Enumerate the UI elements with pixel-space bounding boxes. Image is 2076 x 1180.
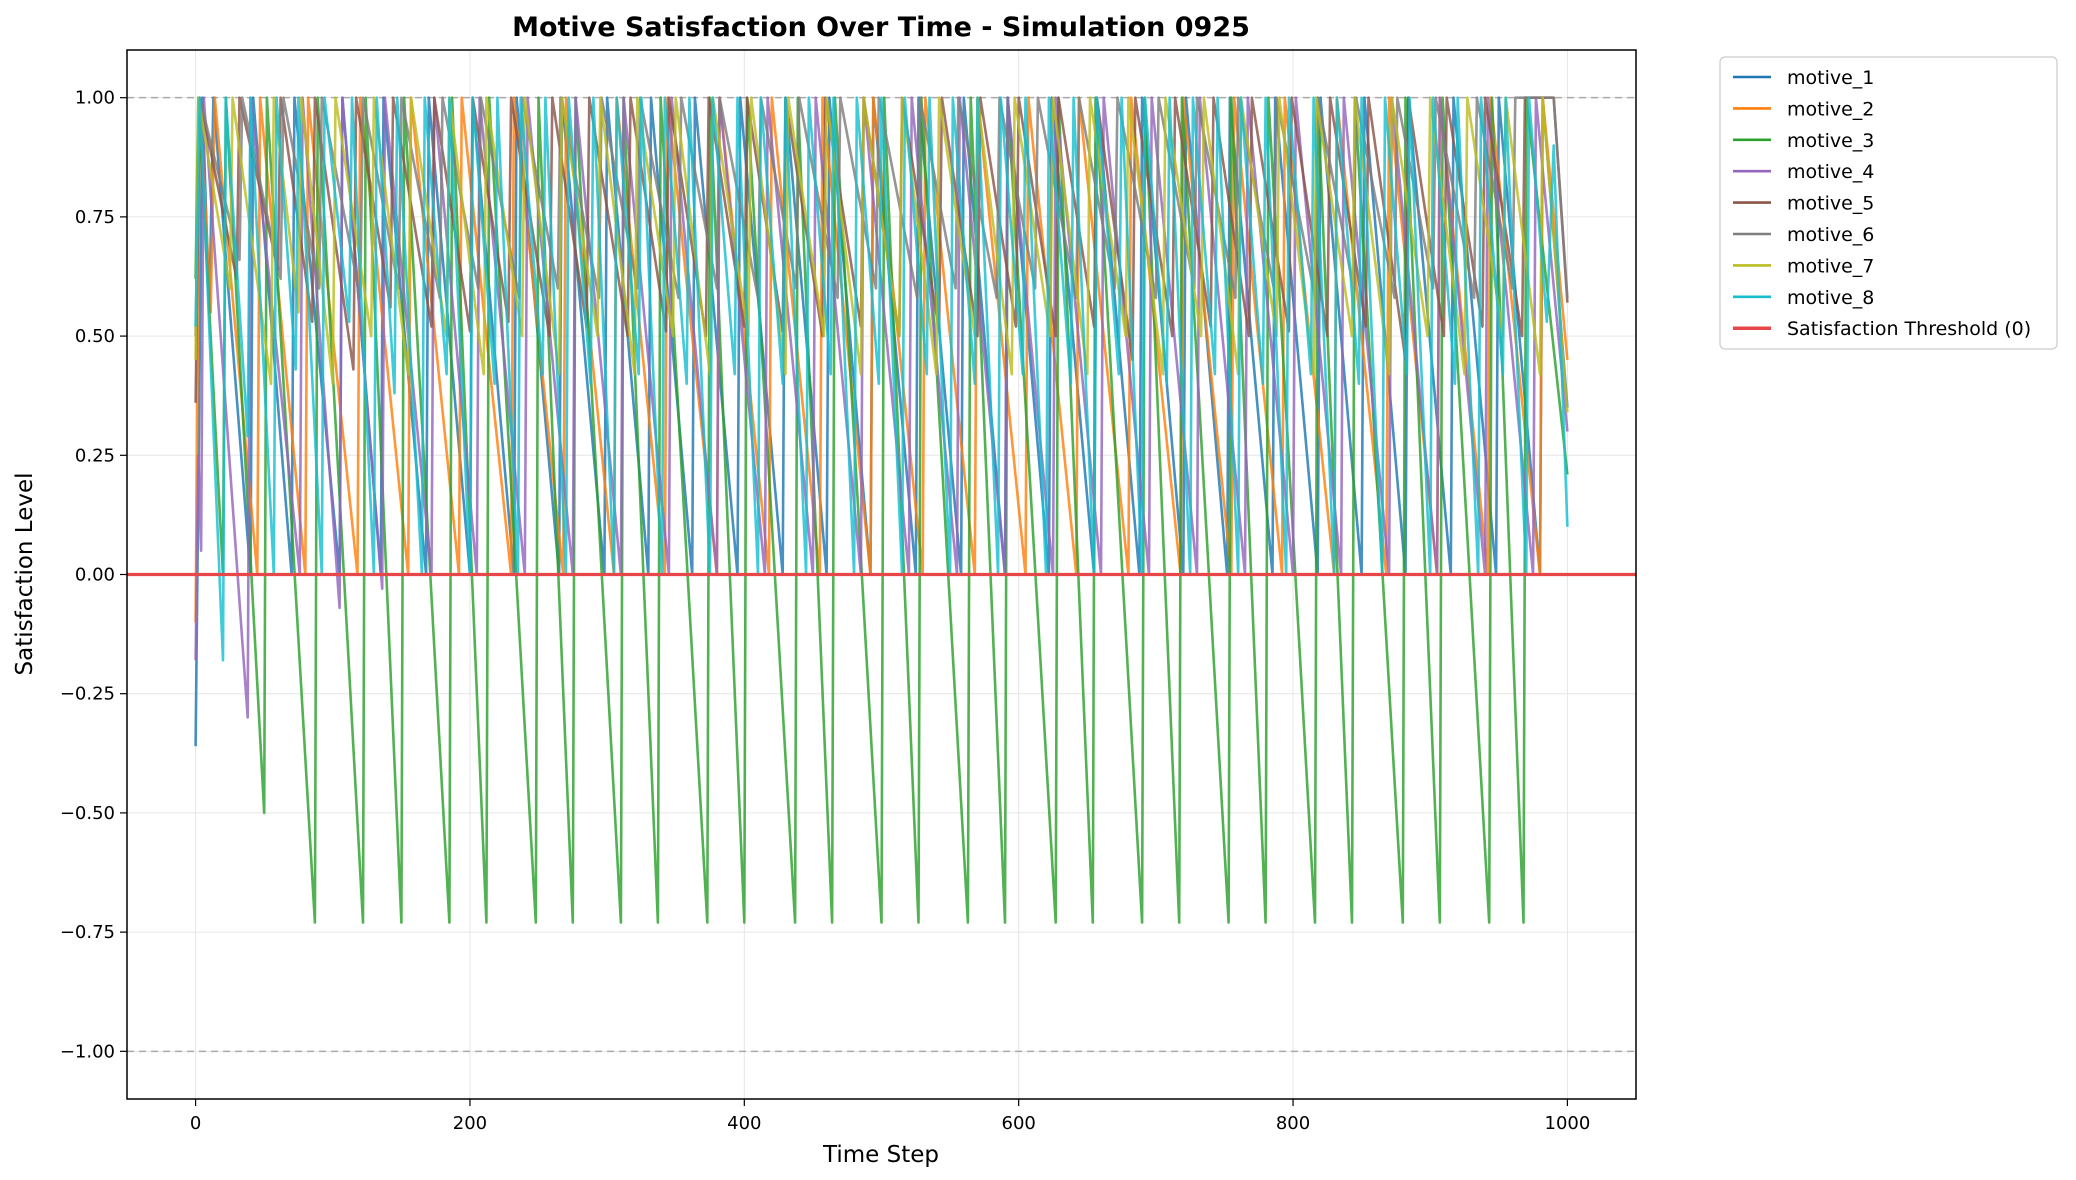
legend-label: motive_1: [1787, 67, 1874, 89]
y-tick-label: 1.00: [75, 88, 115, 109]
y-tick-label: −0.75: [60, 922, 115, 943]
y-axis-label: Satisfaction Level: [12, 472, 38, 675]
legend-label: motive_3: [1787, 130, 1874, 152]
legend-label: motive_8: [1787, 287, 1874, 309]
x-tick-label: 1000: [1545, 1113, 1591, 1134]
y-tick-label: 0.50: [75, 326, 115, 347]
y-axis-ticks: 1.00 0.75 0.50 0.25 0.00 −0.25 −0.50 −0.75 −1.00: [60, 88, 127, 1062]
x-axis-ticks: 0 200 400 600 800 1000: [190, 1099, 1590, 1134]
legend-label: motive_4: [1787, 161, 1874, 183]
series-line-motive_3: [194, 96, 1569, 924]
legend-label: motive_6: [1787, 224, 1874, 246]
y-tick-label: 0.25: [75, 445, 115, 466]
y-tick-label: −0.25: [60, 684, 115, 705]
series-line-motive_7: [194, 96, 1569, 413]
y-tick-label: 0.00: [75, 565, 115, 586]
chart-title: Motive Satisfaction Over Time - Simulati…: [512, 12, 1250, 43]
y-tick-label: −0.50: [60, 803, 115, 824]
x-axis-label: Time Step: [822, 1142, 939, 1168]
series-line-motive_8: [194, 96, 1569, 662]
legend-box: [1719, 56, 2058, 350]
legend-label: motive_5: [1787, 193, 1874, 215]
y-tick-label: 0.75: [75, 207, 115, 228]
x-tick-label: 600: [1002, 1113, 1036, 1134]
x-tick-label: 0: [190, 1113, 201, 1134]
series-layer: [127, 96, 1636, 924]
legend-label: motive_2: [1787, 98, 1874, 120]
x-tick-label: 400: [727, 1113, 761, 1134]
x-tick-label: 200: [453, 1113, 487, 1134]
x-tick-label: 800: [1276, 1113, 1310, 1134]
y-tick-label: −1.00: [60, 1041, 115, 1062]
legend-label: Satisfaction Threshold (0): [1787, 318, 2031, 340]
legend: motive_1 motive_2 motive_3 motive_4 motive_5…: [1719, 56, 2058, 350]
legend-label: motive_7: [1787, 255, 1874, 277]
